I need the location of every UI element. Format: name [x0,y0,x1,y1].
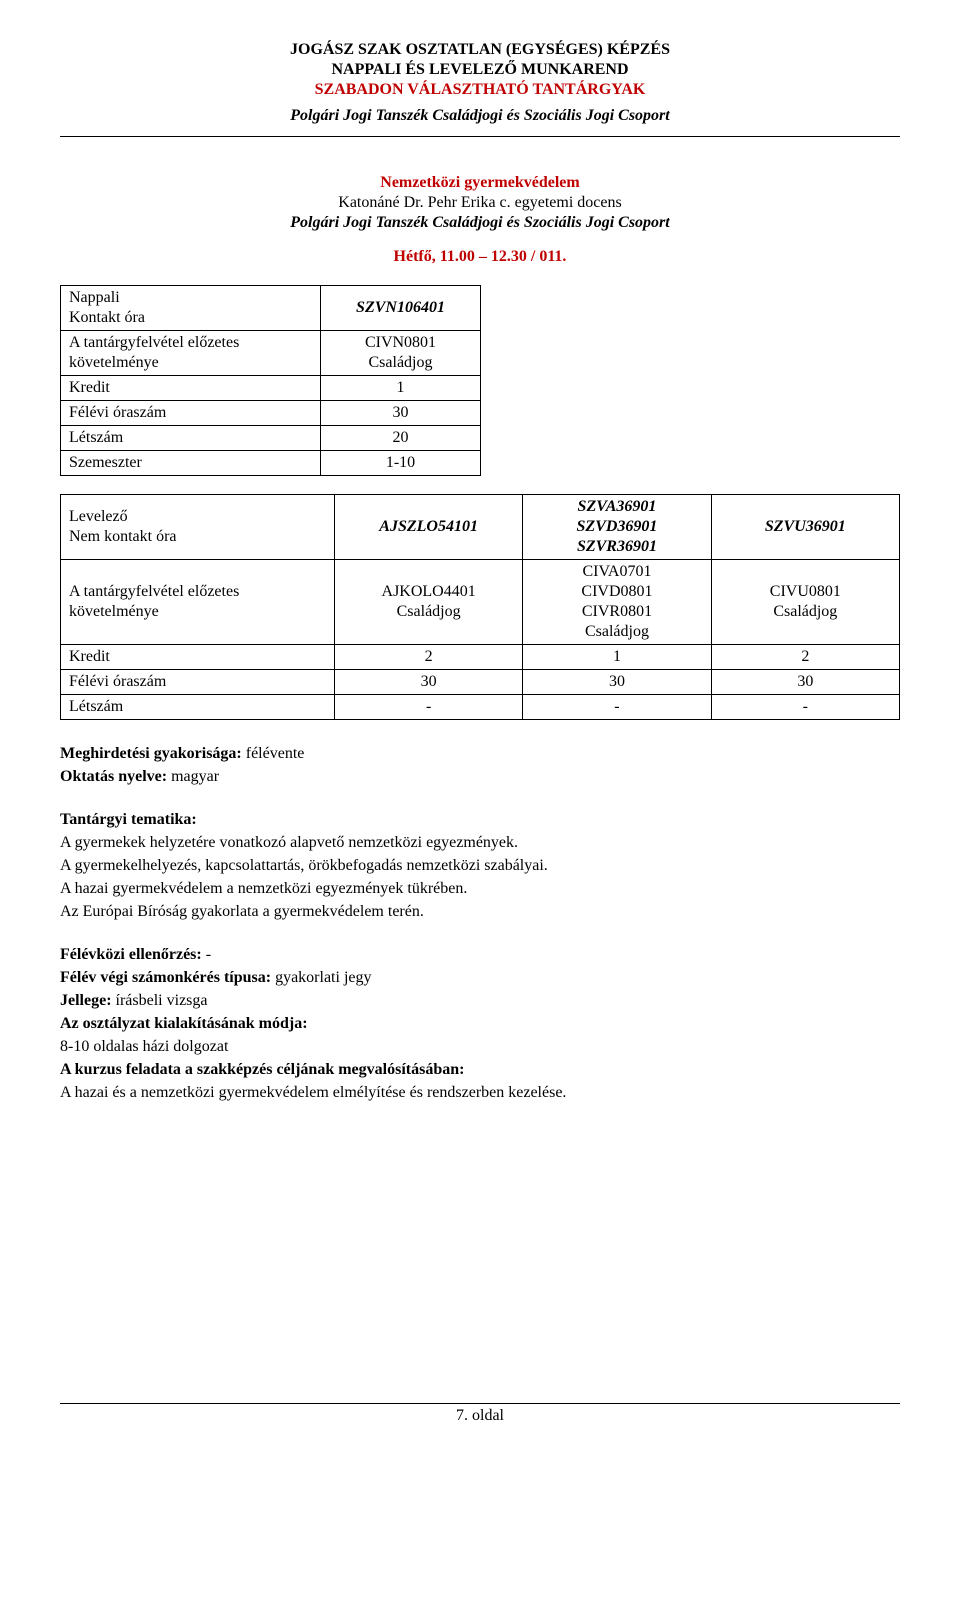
table-row: A tantárgyfelvétel előzetes követelménye… [61,560,900,645]
kredit-val: 1 [321,376,481,401]
nappali-label: Nappali [69,289,120,306]
szemeszter-label: Szemeszter [61,451,321,476]
nemkontakt-label: Nem kontakt óra [69,528,177,545]
tematika-4: Az Európai Bíróság gyakorlata a gyermekv… [60,902,900,922]
szamon-label: Félév végi számonkérés típusa: [60,969,271,986]
course-title: Nemzetközi gyermekvédelem [60,173,900,193]
table-row: Létszám - - - [61,695,900,720]
table-row: Félévi óraszám 30 30 30 [61,670,900,695]
osztaly-label: Az osztályzat kialakításának módja: [60,1014,900,1034]
schedule: Hétfő, 11.00 – 12.30 / 011. [60,247,900,267]
body-section: Meghirdetési gyakorisága: félévente Okta… [60,744,900,1103]
header-line-2: NAPPALI ÉS LEVELEZŐ MUNKAREND [60,60,900,80]
felevi-label: Félévi óraszám [61,401,321,426]
page-footer: 7. oldal [60,1403,900,1426]
freq-val: félévente [242,745,305,762]
t2-r2-c3a: CIVU0801 [770,583,841,600]
szemeszter-val: 1-10 [321,451,481,476]
kredit-label: Kredit [61,376,321,401]
kurzus-label: A kurzus feladata a szakképzés céljának … [60,1060,900,1080]
t2-r3-c1: 2 [334,645,522,670]
prereq-val-2: Családjog [369,354,433,371]
levelezo-label: Levelező [69,508,128,525]
levelezo-table: Levelező Nem kontakt óra AJSZLO54101 SZV… [60,494,900,720]
osztaly-val: 8-10 oldalas házi dolgozat [60,1037,900,1057]
t2-r1-c2c: SZVR36901 [577,538,657,555]
table-row: A tantárgyfelvétel előzetes követelménye… [61,331,481,376]
t2-r4-c1: 30 [334,670,522,695]
t2-r1-c2a: SZVA36901 [578,498,657,515]
t2-r1-c2b: SZVD36901 [577,518,658,535]
t2-r2-c2c: CIVR0801 [582,603,652,620]
nappali-table: Nappali Kontakt óra SZVN106401 A tantárg… [60,285,481,476]
t2-r5-c2: - [523,695,711,720]
t2-r2-c1b: Családjog [397,603,461,620]
fk-val: - [202,946,211,963]
felevi-val: 30 [321,401,481,426]
lecturer: Katonáné Dr. Pehr Erika c. egyetemi doce… [60,193,900,213]
t2-r4-label: Félévi óraszám [61,670,335,695]
header-line-3: SZABADON VÁLASZTHATÓ TANTÁRGYAK [60,80,900,100]
t2-r5-label: Létszám [61,695,335,720]
table-row: Létszám 20 [61,426,481,451]
t2-r3-label: Kredit [61,645,335,670]
table-row: Szemeszter 1-10 [61,451,481,476]
t2-r2-label2: követelménye [69,603,159,620]
lang-label: Oktatás nyelve: [60,768,167,785]
table-row: Kredit 2 1 2 [61,645,900,670]
kurzus-val: A hazai és a nemzetközi gyermekvédelem e… [60,1083,900,1103]
table-row: Levelező Nem kontakt óra AJSZLO54101 SZV… [61,495,900,560]
tematika-label: Tantárgyi tematika: [60,810,900,830]
kontakt-label: Kontakt óra [69,309,145,326]
subheader: Polgári Jogi Tanszék Családjogi és Szoci… [60,106,900,126]
t2-r4-c3: 30 [711,670,899,695]
t2-r4-c2: 30 [523,670,711,695]
t2-r5-c1: - [334,695,522,720]
code-cell: SZVN106401 [321,286,481,331]
t2-r2-c3b: Családjog [773,603,837,620]
t2-r3-c3: 2 [711,645,899,670]
letszam-label: Létszám [61,426,321,451]
prereq-label: A tantárgyfelvétel előzetes [69,334,239,351]
t2-r3-c2: 1 [523,645,711,670]
header-divider [60,136,900,137]
t2-r2-c2d: Családjog [585,623,649,640]
prereq-val-1: CIVN0801 [365,334,436,351]
page-number: 7. oldal [456,1407,504,1424]
dept-line: Polgári Jogi Tanszék Családjogi és Szoci… [60,213,900,233]
course-title-block: Nemzetközi gyermekvédelem Katonáné Dr. P… [60,173,900,233]
jellege-val: írásbeli vizsga [112,992,208,1009]
t2-r1-c1: AJSZLO54101 [334,495,522,560]
table-row: Kredit 1 [61,376,481,401]
page-header: JOGÁSZ SZAK OSZTATLAN (EGYSÉGES) KÉPZÉS … [60,40,900,100]
t2-r2-c1a: AJKOLO4401 [382,583,476,600]
t2-r2-c2b: CIVD0801 [581,583,652,600]
footer-divider [60,1403,900,1404]
lang-val: magyar [167,768,219,785]
freq-label: Meghirdetési gyakorisága: [60,745,242,762]
t2-r1-c3: SZVU36901 [711,495,899,560]
tematika-1: A gyermekek helyzetére vonatkozó alapvet… [60,833,900,853]
t2-r5-c3: - [711,695,899,720]
letszam-val: 20 [321,426,481,451]
header-line-1: JOGÁSZ SZAK OSZTATLAN (EGYSÉGES) KÉPZÉS [60,40,900,60]
tematika-2: A gyermekelhelyezés, kapcsolattartás, ör… [60,856,900,876]
prereq-label-2: követelménye [69,354,159,371]
szamon-val: gyakorlati jegy [271,969,371,986]
jellege-label: Jellege: [60,992,112,1009]
fk-label: Félévközi ellenőrzés: [60,946,202,963]
tematika-3: A hazai gyermekvédelem a nemzetközi egye… [60,879,900,899]
t2-r2-label1: A tantárgyfelvétel előzetes [69,583,239,600]
t2-r2-c2a: CIVA0701 [582,563,651,580]
table-row: Félévi óraszám 30 [61,401,481,426]
